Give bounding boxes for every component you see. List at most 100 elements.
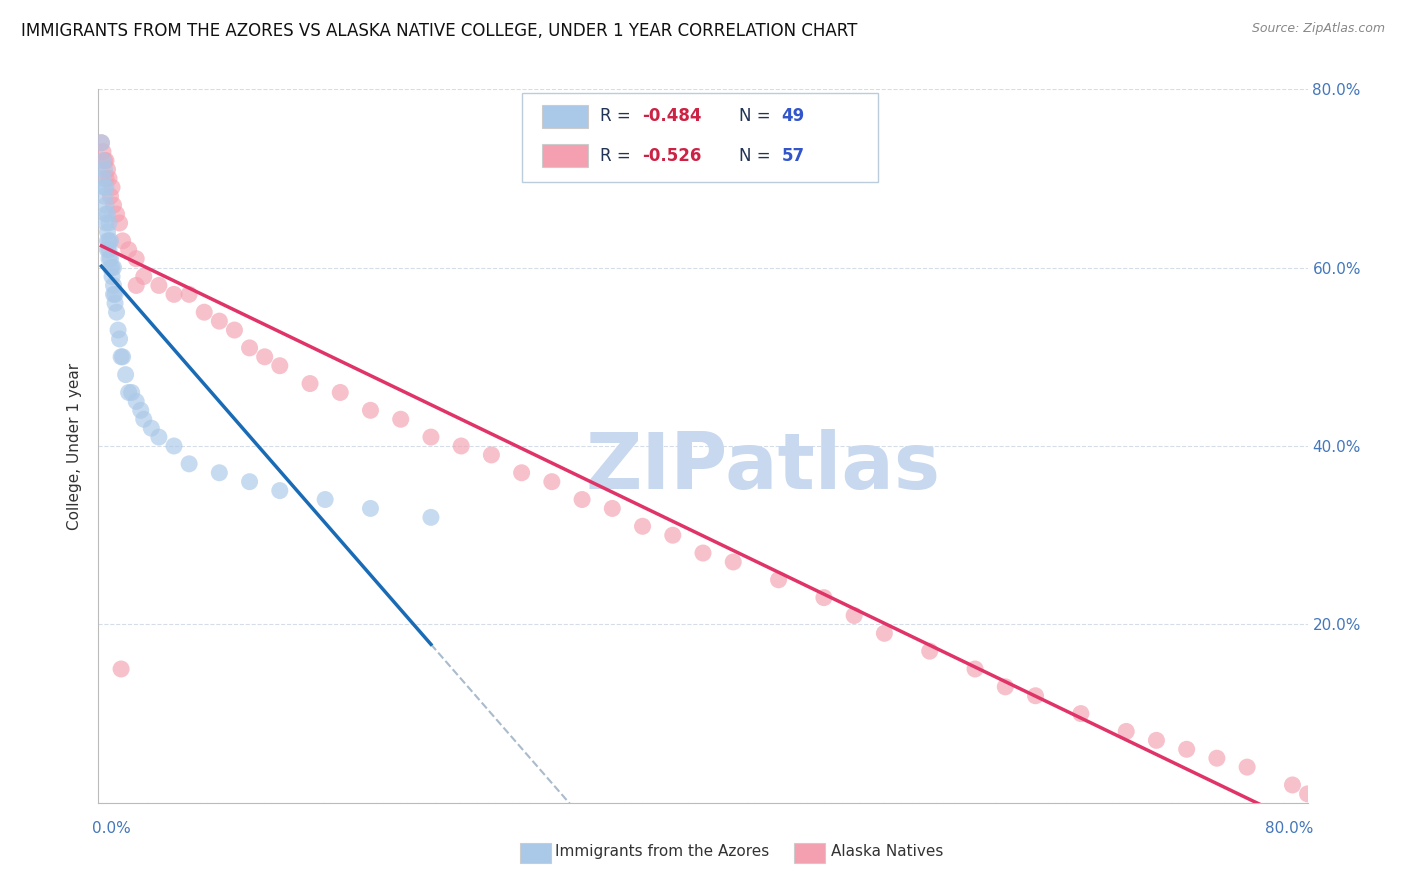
Text: -0.526: -0.526	[643, 146, 702, 164]
Point	[118, 385, 141, 400]
Point	[94, 171, 117, 186]
Point	[98, 216, 121, 230]
Point	[110, 350, 132, 364]
Bar	[543, 105, 588, 128]
Text: 0.0%: 0.0%	[93, 821, 131, 836]
Point	[994, 680, 1017, 694]
Point	[132, 269, 155, 284]
Point	[93, 153, 115, 168]
Bar	[543, 145, 588, 167]
Point	[105, 305, 128, 319]
Point	[224, 323, 246, 337]
Point	[1175, 742, 1198, 756]
Point	[420, 510, 443, 524]
Point	[100, 252, 122, 266]
Point	[103, 198, 125, 212]
Point	[360, 403, 382, 417]
Point	[1296, 787, 1319, 801]
Point	[208, 314, 231, 328]
Text: ZIPatlas: ZIPatlas	[586, 429, 941, 506]
Point	[132, 412, 155, 426]
Point	[141, 421, 163, 435]
Point	[163, 287, 186, 301]
Point	[299, 376, 322, 391]
Point	[873, 626, 896, 640]
Text: Immigrants from the Azores: Immigrants from the Azores	[555, 845, 769, 859]
Point	[93, 162, 115, 177]
Point	[179, 287, 201, 301]
Point	[314, 492, 336, 507]
Point	[208, 466, 231, 480]
Point	[101, 180, 124, 194]
Point	[108, 332, 131, 346]
Point	[602, 501, 624, 516]
Point	[110, 662, 132, 676]
Point	[420, 430, 443, 444]
Text: N =: N =	[740, 107, 776, 125]
Point	[1236, 760, 1258, 774]
Point	[481, 448, 503, 462]
Point	[100, 189, 122, 203]
Point	[94, 198, 117, 212]
Point	[91, 171, 114, 186]
Point	[163, 439, 186, 453]
Point	[768, 573, 790, 587]
Point	[121, 385, 143, 400]
Point	[103, 260, 125, 275]
Point	[91, 153, 114, 168]
Y-axis label: College, Under 1 year: College, Under 1 year	[67, 362, 83, 530]
Point	[94, 207, 117, 221]
Point	[94, 153, 117, 168]
Point	[1144, 733, 1167, 747]
Point	[723, 555, 745, 569]
Point	[661, 528, 683, 542]
Text: R =: R =	[600, 107, 637, 125]
Point	[98, 171, 121, 186]
Point	[125, 252, 148, 266]
Point	[118, 243, 141, 257]
Point	[111, 234, 134, 248]
Text: Alaska Natives: Alaska Natives	[831, 845, 943, 859]
Point	[98, 243, 121, 257]
Point	[239, 475, 262, 489]
Point	[129, 403, 152, 417]
Point	[90, 136, 112, 150]
Text: 80.0%: 80.0%	[1265, 821, 1313, 836]
Point	[269, 359, 291, 373]
Point	[105, 207, 128, 221]
Point	[114, 368, 136, 382]
Text: Source: ZipAtlas.com: Source: ZipAtlas.com	[1251, 22, 1385, 36]
Point	[101, 269, 124, 284]
FancyBboxPatch shape	[522, 93, 879, 182]
Point	[965, 662, 987, 676]
Point	[1024, 689, 1046, 703]
Point	[389, 412, 412, 426]
Point	[98, 252, 121, 266]
Point	[93, 180, 115, 194]
Point	[104, 296, 127, 310]
Point	[100, 234, 122, 248]
Point	[104, 287, 127, 301]
Point	[96, 225, 118, 239]
Point	[1281, 778, 1303, 792]
Point	[269, 483, 291, 498]
Point	[148, 430, 170, 444]
Point	[111, 350, 134, 364]
Point	[93, 189, 115, 203]
Point	[96, 234, 118, 248]
Point	[91, 145, 114, 159]
Point	[360, 501, 382, 516]
Text: N =: N =	[740, 146, 776, 164]
Point	[94, 216, 117, 230]
Point	[94, 180, 117, 194]
Point	[253, 350, 276, 364]
Point	[107, 323, 129, 337]
Point	[98, 234, 121, 248]
Point	[813, 591, 835, 605]
Text: -0.484: -0.484	[643, 107, 702, 125]
Point	[108, 216, 131, 230]
Point	[100, 260, 122, 275]
Point	[844, 608, 866, 623]
Point	[1206, 751, 1229, 765]
Text: 49: 49	[782, 107, 804, 125]
